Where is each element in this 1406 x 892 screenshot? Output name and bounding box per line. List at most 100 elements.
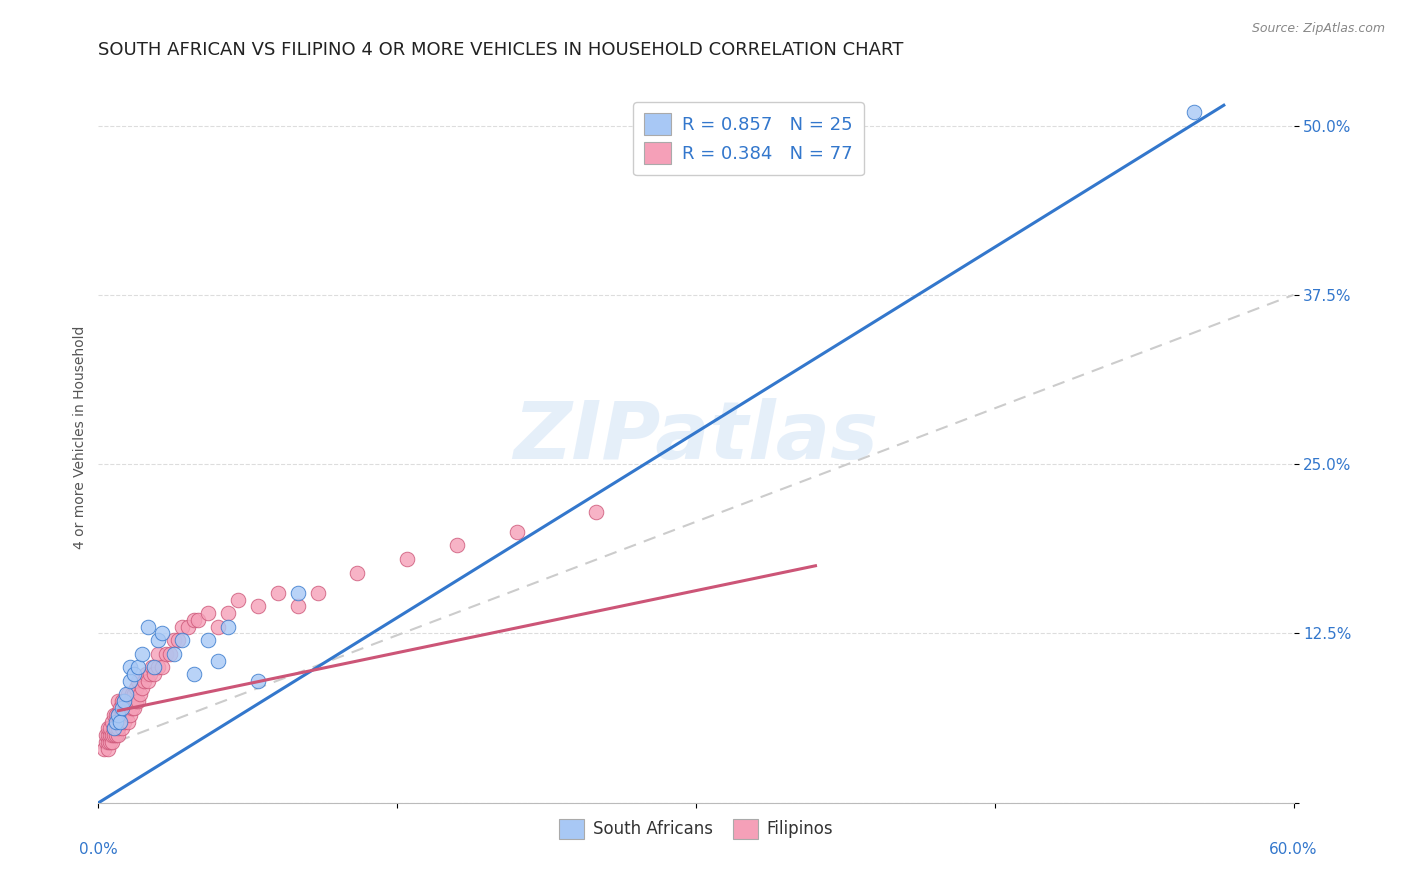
Point [127, 673, 149, 688]
Point [124, 667, 146, 681]
Point [226, 592, 249, 607]
Point [136, 673, 159, 688]
Point [112, 694, 135, 708]
Point [183, 613, 205, 627]
Point [121, 688, 143, 702]
Y-axis label: 4 or more Vehicles in Household: 4 or more Vehicles in Household [73, 326, 87, 549]
Point [148, 633, 170, 648]
Point [120, 660, 142, 674]
Point [115, 707, 138, 722]
Point [143, 660, 166, 674]
Point [446, 538, 468, 552]
Point [120, 673, 142, 688]
Point [107, 707, 129, 722]
Point [177, 620, 200, 634]
Point [127, 660, 149, 674]
Point [129, 688, 152, 702]
Point [112, 714, 135, 729]
Point [155, 647, 177, 661]
Point [267, 586, 290, 600]
Point [98, 735, 122, 749]
Point [105, 714, 128, 729]
Point [103, 728, 125, 742]
Point [172, 633, 194, 648]
Point [97, 728, 120, 742]
Point [117, 714, 139, 729]
Point [143, 667, 166, 681]
Point [103, 721, 125, 735]
Point [125, 694, 148, 708]
Text: ZIPatlas: ZIPatlas [513, 398, 879, 476]
Point [115, 694, 138, 708]
Point [131, 647, 153, 661]
Point [139, 667, 162, 681]
Point [172, 620, 194, 634]
Point [246, 599, 269, 614]
Point [506, 524, 529, 539]
Point [103, 707, 125, 722]
Point [105, 721, 128, 735]
Point [110, 701, 132, 715]
Point [125, 681, 148, 695]
Point [111, 721, 134, 735]
Point [96, 728, 118, 742]
Point [111, 707, 134, 722]
Point [150, 660, 173, 674]
Point [120, 707, 142, 722]
Text: 60.0%: 60.0% [1270, 842, 1317, 856]
Point [163, 633, 186, 648]
Point [111, 694, 134, 708]
Point [117, 688, 139, 702]
Point [103, 721, 125, 735]
Point [136, 620, 159, 634]
Point [107, 721, 129, 735]
Point [107, 694, 129, 708]
Point [159, 647, 181, 661]
Point [121, 701, 143, 715]
Legend: South Africans, Filipinos: South Africans, Filipinos [553, 812, 839, 846]
Point [96, 735, 118, 749]
Point [97, 721, 120, 735]
Point [105, 707, 128, 722]
Point [187, 613, 209, 627]
Point [197, 606, 219, 620]
Point [112, 694, 135, 708]
Point [134, 673, 156, 688]
Point [127, 694, 149, 708]
Point [105, 728, 128, 742]
Point [396, 552, 419, 566]
Point [150, 626, 173, 640]
Point [101, 714, 124, 729]
Point [93, 741, 115, 756]
Point [124, 701, 146, 715]
Point [207, 620, 229, 634]
Point [287, 586, 309, 600]
Point [207, 654, 229, 668]
Point [163, 647, 186, 661]
Point [98, 721, 122, 735]
Point [167, 633, 190, 648]
Point [585, 505, 607, 519]
Point [111, 701, 134, 715]
Point [246, 673, 269, 688]
Point [110, 714, 132, 729]
Text: SOUTH AFRICAN VS FILIPINO 4 OR MORE VEHICLES IN HOUSEHOLD CORRELATION CHART: SOUTH AFRICAN VS FILIPINO 4 OR MORE VEHI… [98, 41, 904, 59]
Point [98, 728, 122, 742]
Point [101, 728, 124, 742]
Text: Source: ZipAtlas.com: Source: ZipAtlas.com [1251, 22, 1385, 36]
Point [217, 620, 239, 634]
Point [183, 667, 205, 681]
Point [117, 701, 139, 715]
Point [97, 741, 120, 756]
Point [217, 606, 239, 620]
Point [115, 688, 138, 702]
Point [135, 667, 157, 681]
Point [141, 660, 163, 674]
Point [97, 735, 120, 749]
Point [1182, 105, 1205, 120]
Point [120, 694, 142, 708]
Point [131, 681, 153, 695]
Point [287, 599, 309, 614]
Point [148, 660, 170, 674]
Point [110, 714, 132, 729]
